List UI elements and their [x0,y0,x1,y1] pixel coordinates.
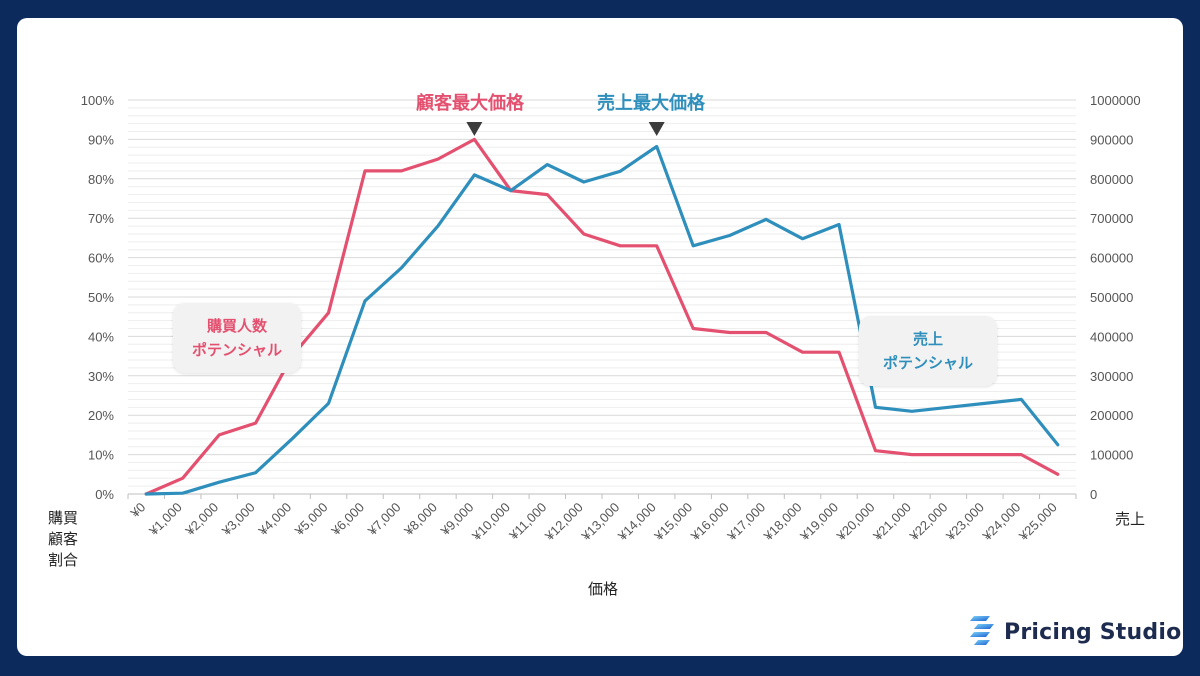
y-left-tick-label: 60% [88,251,114,266]
y-right-tick-label: 300000 [1090,369,1133,384]
customer-max-marker [466,122,483,136]
x-tick-label: ¥20,000 [833,500,878,545]
brand-logo: Pricing Studio [968,614,1181,650]
callout-line: ポテンシャル [191,341,282,359]
y-right-tick-label: 900000 [1090,132,1133,147]
sales-line [144,144,1060,496]
brand-name: Pricing Studio [1004,619,1182,645]
customer-potential-callout: 購買人数 ポテンシャル [173,303,301,373]
x-tick-label: ¥22,000 [906,500,951,545]
customer-max-price-label: 顧客最大価格 [416,93,524,114]
y-axis-left-label-line: 顧客 [48,530,79,548]
y-right-tick-label: 200000 [1090,408,1133,423]
y-right-tick-label: 600000 [1090,251,1133,266]
x-tick-label: ¥19,000 [797,500,842,545]
callout-line: 購買人数 [206,317,267,335]
y-axis-left-label-line: 購買 [48,509,79,527]
x-tick-label: ¥15,000 [651,500,696,545]
x-tick-label: ¥11,000 [506,500,550,544]
y-right-tick-label: 0 [1090,487,1097,502]
x-tick-label: ¥7,000 [364,500,403,539]
sales-max-price-label: 売上最大価格 [597,93,705,114]
x-tick-label: ¥21,000 [869,500,914,545]
x-tick-label: ¥13,000 [578,500,623,545]
x-tick-label: ¥17,000 [724,500,769,545]
y-right-tick-label: 400000 [1090,329,1133,344]
callout-line: ポテンシャル [882,354,973,372]
y-left-tick-label: 30% [88,369,114,384]
y-axis-right-label: 売上 [1115,510,1146,528]
sales-potential-callout: 売上 ポテンシャル [859,316,997,386]
x-tick-label: ¥23,000 [942,500,987,545]
y-axis-left-label: 購買 顧客 割合 [48,508,88,571]
y-left-tick-label: 40% [88,329,114,344]
y-left-tick-label: 50% [88,290,114,305]
x-tick-label: ¥12,000 [541,500,586,545]
x-tick-label: ¥24,000 [979,500,1024,545]
y-right-tick-label: 800000 [1090,172,1133,187]
y-right-tick-label: 500000 [1090,290,1133,305]
x-tick-label: ¥3,000 [218,500,257,539]
y-right-tick-label: 700000 [1090,211,1133,226]
y-right-tick-label: 1000000 [1090,93,1141,108]
callout-line: 売上 [912,330,943,348]
x-tick-label: ¥10,000 [468,500,513,545]
x-axis-label: 価格 [588,580,619,598]
x-tick-label: ¥16,000 [687,500,732,545]
x-tick-label: ¥0 [127,500,149,522]
x-tick-label: ¥2,000 [182,500,221,539]
y-left-tick-label: 80% [88,172,114,187]
x-tick-label: ¥5,000 [291,500,330,539]
x-tick-label: ¥1,000 [145,500,184,539]
sales-max-marker [648,122,665,136]
x-tick-label: ¥6,000 [328,500,367,539]
y-left-tick-label: 20% [88,408,114,423]
x-tick-label: ¥25,000 [1015,500,1060,545]
y-left-tick-label: 70% [88,211,114,226]
y-left-tick-label: 90% [88,132,114,147]
y-left-tick-label: 0% [95,487,114,502]
x-tick-label: ¥14,000 [614,500,659,545]
x-tick-label: ¥18,000 [760,500,805,545]
y-right-tick-label: 100000 [1090,448,1133,463]
y-left-tick-label: 100% [81,93,115,108]
x-tick-label: ¥8,000 [401,500,440,539]
y-left-tick-label: 10% [88,448,114,463]
x-tick-label: ¥4,000 [255,500,294,539]
pricing-studio-logo-icon [968,614,996,650]
y-axis-left-label-line: 割合 [48,551,79,569]
